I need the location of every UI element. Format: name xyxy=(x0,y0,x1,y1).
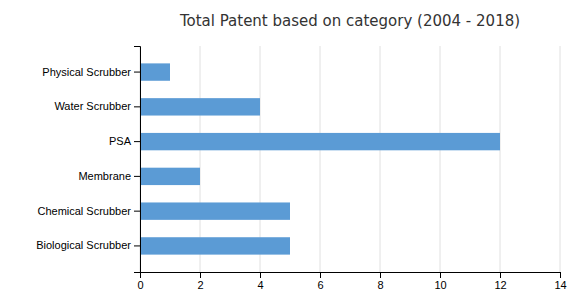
x-axis-line xyxy=(141,273,561,279)
y-tick-label: Water Scrubber xyxy=(54,100,131,112)
x-tick: 12 xyxy=(494,272,506,291)
y-tick-mark xyxy=(134,72,140,73)
chart: 0 2 4 6 8 10 12 14 Biological Scrubber Chemical S… xyxy=(0,0,584,302)
y-tick: Membrane xyxy=(78,170,140,182)
x-axis: 0 2 4 6 8 10 12 14 xyxy=(137,272,566,291)
y-tick: PSA xyxy=(109,135,140,147)
grid-line xyxy=(380,46,381,272)
grid xyxy=(140,46,560,272)
x-tick-label: 8 xyxy=(377,279,383,291)
grid-line xyxy=(500,46,501,272)
y-tick-label: Chemical Scrubber xyxy=(37,205,131,217)
bar xyxy=(140,133,500,150)
x-tick: 10 xyxy=(434,272,446,291)
x-tick: 4 xyxy=(257,272,263,291)
x-tick: 8 xyxy=(377,272,383,291)
bar xyxy=(140,202,290,219)
x-tick-label: 6 xyxy=(317,279,323,291)
bar xyxy=(140,98,260,115)
grid-line xyxy=(320,46,321,272)
y-tick-mark xyxy=(134,245,140,246)
y-tick-mark xyxy=(134,176,140,177)
grid-line xyxy=(440,46,441,272)
bar xyxy=(140,168,200,185)
y-tick: Physical Scrubber xyxy=(42,66,140,78)
x-tick-mark xyxy=(440,272,441,278)
grid-line xyxy=(560,46,561,272)
bar xyxy=(140,63,170,80)
y-tick-mark xyxy=(134,211,140,212)
x-tick-label: 10 xyxy=(434,279,446,291)
y-tick-label: PSA xyxy=(109,135,132,147)
x-tick-label: 14 xyxy=(554,279,566,291)
y-tick-label: Membrane xyxy=(78,170,131,182)
x-tick-label: 0 xyxy=(137,279,143,291)
x-tick-mark xyxy=(260,272,261,278)
x-tick-mark xyxy=(500,272,501,278)
y-tick: Chemical Scrubber xyxy=(37,205,140,217)
x-tick-mark xyxy=(200,272,201,278)
y-tick: Biological Scrubber xyxy=(36,239,140,251)
bar xyxy=(140,237,290,254)
y-axis: Biological Scrubber Chemical Scrubber Memb… xyxy=(36,47,140,273)
x-tick: 6 xyxy=(317,272,323,291)
y-tick-label: Physical Scrubber xyxy=(42,66,131,78)
x-tick-label: 4 xyxy=(257,279,263,291)
y-tick: Water Scrubber xyxy=(54,100,140,112)
x-tick-mark xyxy=(320,272,321,278)
y-tick-label: Biological Scrubber xyxy=(36,239,131,251)
x-tick: 14 xyxy=(554,272,566,291)
x-tick-label: 12 xyxy=(494,279,506,291)
title: Total Patent based on category (2004 - 2… xyxy=(179,12,520,30)
bars xyxy=(140,63,500,254)
x-tick-mark xyxy=(380,272,381,278)
y-tick-mark xyxy=(134,106,140,107)
y-axis-line xyxy=(134,47,141,273)
plot: 0 2 4 6 8 10 12 14 Biological Scrubber Chemical S… xyxy=(36,46,566,291)
x-tick: 0 xyxy=(137,272,143,291)
x-tick-mark xyxy=(560,272,561,278)
y-tick-mark xyxy=(134,141,140,142)
x-tick-label: 2 xyxy=(197,279,203,291)
x-tick: 2 xyxy=(197,272,203,291)
